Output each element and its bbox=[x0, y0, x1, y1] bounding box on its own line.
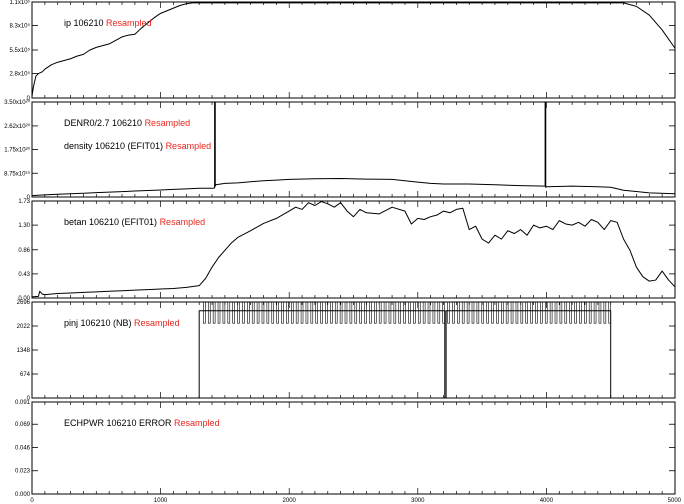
series-line bbox=[31, 2, 676, 97]
panel-2: 0 8.75x10¹⁹ 1.75x10²⁰ 2.62x10²⁰ 3.50x10²⁰ DEN… bbox=[4, 99, 676, 201]
y-tick-label: 5.5x10⁵ bbox=[9, 47, 30, 54]
y-tick-label: 0 bbox=[27, 195, 31, 201]
panel-label: pinj 106210 (NB) Resampled bbox=[64, 318, 180, 328]
panel-label: ip 106210 Resampled bbox=[64, 18, 152, 28]
panel-label-text: ip 106210 bbox=[64, 18, 106, 28]
y-tick-label: 1348 bbox=[17, 348, 31, 354]
y-tick-label: 0.046 bbox=[15, 445, 31, 451]
panel-label-text: pinj 106210 (NB) bbox=[64, 318, 134, 328]
y-tick-label: 2696 bbox=[17, 300, 31, 306]
panel-frame bbox=[31, 200, 676, 299]
panel-3: 0.00 0.43 0.86 1.30 1.73 betan 106210 (EFIT01… bbox=[18, 199, 676, 302]
x-tick-label: 1000 bbox=[154, 498, 168, 504]
resampled-label: Resampled bbox=[174, 418, 220, 428]
panel-label-text: DENR0/2.7 106210 bbox=[64, 118, 145, 128]
y-tick-label: 1.73 bbox=[18, 199, 30, 205]
resampled-label: Resampled bbox=[134, 318, 180, 328]
resampled-label: Resampled bbox=[145, 118, 191, 128]
y-tick-label: 3.50x10²⁰ bbox=[4, 99, 30, 106]
series-line bbox=[31, 101, 676, 197]
y-tick-label: 1.1x10⁶ bbox=[10, 0, 31, 6]
panel-label-text: density 106210 (EFIT01) bbox=[64, 141, 166, 151]
panel-label-text: ECHPWR 106210 ERROR bbox=[64, 418, 174, 428]
panel-1: 0 2.8x10⁵ 5.5x10⁵ 8.3x10⁵ 1.1x10⁶ ip 106210 R… bbox=[9, 0, 676, 102]
y-tick-label: 674 bbox=[20, 372, 31, 378]
pulse-band bbox=[200, 301, 611, 324]
y-tick-label: 0.069 bbox=[15, 422, 31, 428]
y-tick-label: 0.00 bbox=[18, 296, 30, 302]
x-tick-label: 4000 bbox=[540, 498, 554, 504]
panel-frame bbox=[31, 401, 676, 495]
resampled-label: Resampled bbox=[106, 18, 152, 28]
y-tick-label: 0.000 bbox=[15, 492, 31, 498]
y-tick-label: 0.091 bbox=[15, 400, 31, 406]
panel-label: DENR0/2.7 106210 Resampled bbox=[64, 118, 190, 128]
panel-label: ECHPWR 106210 ERROR Resampled bbox=[64, 418, 220, 428]
y-tick-label: 0.023 bbox=[15, 469, 31, 475]
series-line bbox=[32, 310, 675, 399]
x-tick-label: 2000 bbox=[283, 498, 297, 504]
y-tick-label: 1.30 bbox=[18, 223, 30, 229]
y-tick-label: 0 bbox=[27, 96, 31, 102]
panel-label: density 106210 (EFIT01) Resampled bbox=[64, 141, 211, 151]
y-tick-label: 8.3x10⁵ bbox=[9, 23, 30, 30]
panel-label-text: betan 106210 (EFIT01) bbox=[64, 217, 160, 227]
y-tick-label: 2.62x10²⁰ bbox=[4, 123, 30, 130]
panel-4: 0 674 1348 2022 2696 pinj 106210 (NB) Resampl… bbox=[17, 300, 676, 402]
panel-frame bbox=[31, 1, 676, 99]
resampled-label: Resampled bbox=[166, 141, 212, 151]
resampled-label: Resampled bbox=[160, 217, 206, 227]
panel-frame bbox=[31, 301, 676, 399]
y-tick-label: 0 bbox=[27, 396, 31, 402]
panel-label: betan 106210 (EFIT01) Resampled bbox=[64, 217, 205, 227]
y-tick-label: 0.43 bbox=[18, 272, 30, 278]
y-tick-label: 2022 bbox=[17, 324, 31, 330]
x-tick-label: 5000 bbox=[668, 498, 682, 504]
y-tick-label: 0.86 bbox=[18, 248, 30, 254]
y-tick-label: 1.75x10²⁰ bbox=[4, 147, 30, 154]
series-line bbox=[31, 201, 676, 298]
y-tick-label: 2.8x10⁵ bbox=[9, 71, 30, 78]
x-tick-label: 3000 bbox=[411, 498, 425, 504]
panel-5: 0.000 0.023 0.046 0.069 0.091 ECHPWR 106210 E… bbox=[15, 400, 676, 498]
x-tick-label: 0 bbox=[30, 498, 34, 504]
y-tick-label: 8.75x10¹⁹ bbox=[4, 170, 30, 177]
